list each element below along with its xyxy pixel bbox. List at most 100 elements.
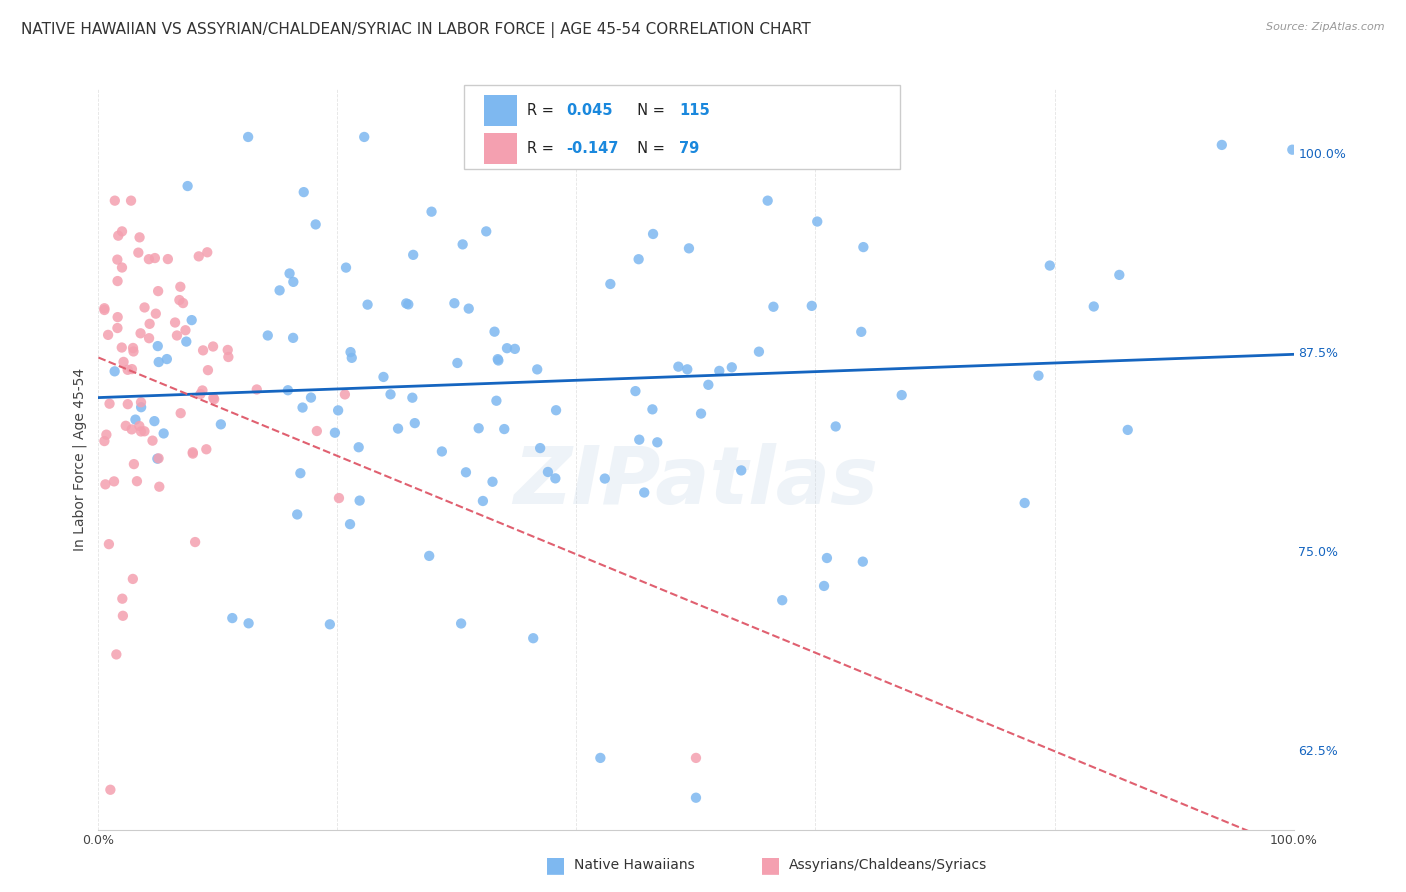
Point xyxy=(143,251,166,265)
Point xyxy=(221,611,243,625)
Point xyxy=(191,343,214,358)
Point xyxy=(141,434,163,448)
Point xyxy=(138,331,160,345)
Point xyxy=(156,352,179,367)
Point xyxy=(169,279,191,293)
Point xyxy=(166,328,188,343)
Point xyxy=(380,387,402,401)
Text: ZIPatlas: ZIPatlas xyxy=(513,442,879,521)
Point xyxy=(217,343,239,357)
Point xyxy=(170,406,193,420)
Point xyxy=(146,451,169,466)
Point xyxy=(105,252,128,267)
Point xyxy=(145,307,167,321)
Point xyxy=(347,440,370,454)
Point xyxy=(349,493,371,508)
Point xyxy=(94,477,117,491)
Point xyxy=(124,412,146,426)
Point xyxy=(236,130,259,145)
Point xyxy=(202,391,225,405)
Point xyxy=(97,537,120,551)
Point xyxy=(641,227,664,241)
Point xyxy=(138,252,160,267)
Point xyxy=(104,364,127,378)
Point xyxy=(599,277,621,291)
Point xyxy=(117,397,139,411)
Point xyxy=(156,252,179,266)
Point xyxy=(484,325,506,339)
Point xyxy=(690,407,713,421)
Point xyxy=(134,424,156,438)
Text: N =: N = xyxy=(628,141,671,156)
Point xyxy=(340,351,363,365)
Point xyxy=(111,591,134,606)
Point xyxy=(756,194,779,208)
Point xyxy=(450,616,472,631)
Point xyxy=(420,204,443,219)
Point xyxy=(326,403,349,417)
Point xyxy=(281,331,304,345)
Point xyxy=(467,421,489,435)
Point xyxy=(184,535,207,549)
Point xyxy=(485,393,508,408)
Point xyxy=(1116,423,1139,437)
Point xyxy=(129,401,152,415)
Point xyxy=(582,130,605,145)
Point xyxy=(1083,300,1105,314)
Point xyxy=(373,370,395,384)
Point xyxy=(401,391,423,405)
Point xyxy=(121,422,143,436)
Text: ■: ■ xyxy=(546,855,565,875)
Point xyxy=(418,549,440,563)
Point xyxy=(292,185,315,199)
Point xyxy=(148,355,170,369)
Point xyxy=(96,427,118,442)
Point xyxy=(187,249,209,263)
Point xyxy=(387,421,409,435)
Point xyxy=(1039,259,1062,273)
Point xyxy=(105,648,128,662)
Point xyxy=(165,316,187,330)
Point xyxy=(107,274,129,288)
Point xyxy=(697,377,720,392)
Point xyxy=(278,267,301,281)
Text: -0.147: -0.147 xyxy=(567,141,619,156)
Point xyxy=(730,463,752,477)
Point xyxy=(176,179,198,194)
Point xyxy=(129,326,152,341)
Point xyxy=(813,579,835,593)
Point xyxy=(800,299,823,313)
Point xyxy=(120,194,142,208)
Point xyxy=(356,298,378,312)
Point xyxy=(526,362,548,376)
Point xyxy=(112,355,135,369)
Point xyxy=(676,362,699,376)
Point xyxy=(103,475,125,489)
Point xyxy=(481,475,503,489)
Point xyxy=(305,218,328,232)
Point xyxy=(589,751,612,765)
Point xyxy=(104,194,127,208)
Point xyxy=(503,342,526,356)
Point xyxy=(190,387,212,401)
Text: R =: R = xyxy=(527,103,558,118)
Point xyxy=(176,334,198,349)
Point xyxy=(146,284,169,298)
Point xyxy=(107,310,129,325)
Point xyxy=(138,317,160,331)
Point xyxy=(770,593,793,607)
Point xyxy=(93,434,115,448)
Point xyxy=(666,359,689,374)
Point xyxy=(529,441,551,455)
Point xyxy=(353,130,375,145)
Point xyxy=(174,323,197,337)
Point xyxy=(496,341,519,355)
Point xyxy=(685,790,707,805)
Point xyxy=(129,425,152,439)
Point xyxy=(851,325,873,339)
Point xyxy=(93,303,115,318)
Point xyxy=(129,395,152,409)
Point xyxy=(172,296,194,310)
Point xyxy=(404,416,426,430)
Point xyxy=(283,275,305,289)
